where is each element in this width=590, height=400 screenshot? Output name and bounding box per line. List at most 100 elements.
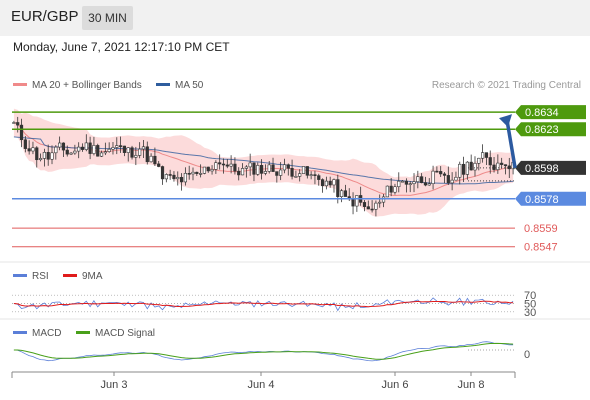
rsi-level-label: 30 [524,307,536,319]
legend-macd: MACD [13,328,61,339]
candle [233,157,237,175]
candle [309,171,313,180]
level-label: 0.8598 [525,163,559,175]
candle [58,136,62,151]
legend-bollinger: MA 20 + Bollinger Bands [13,80,142,91]
level-current: 0.8598 [468,160,586,182]
timeframe-badge[interactable]: 30 MIN [82,6,133,30]
candle [286,163,290,176]
candle [210,165,214,175]
level-resistance: 0.8623 [12,122,586,137]
candle [130,145,134,160]
candle [65,145,69,157]
rsi-level-label: 70 [524,290,536,302]
candle [492,156,496,173]
candle [328,176,332,188]
candle [73,144,77,155]
candle [157,160,161,168]
candle [225,159,229,169]
level-tag [515,160,586,175]
candle [412,173,416,193]
x-tick-label: Jun 6 [382,379,409,391]
x-tick-label: Jun 8 [458,379,485,391]
candle [164,173,168,183]
candle [195,171,199,176]
candle [248,153,252,176]
candle [282,158,287,174]
candle [191,167,195,181]
candle [313,170,317,185]
level-label: 0.8578 [525,194,559,206]
macd-panel: 0 [13,341,530,362]
candle [240,163,245,176]
candle [153,147,157,166]
candle [416,170,420,189]
legend-label-bollinger: MA 20 + Bollinger Bands [32,80,142,91]
candle [305,166,309,179]
candle [42,148,46,167]
candle [183,167,187,186]
candle [473,156,477,177]
candle [454,171,458,181]
candle [107,142,111,153]
candle [484,152,489,166]
candle [488,150,492,174]
candle [294,170,298,178]
candle [435,166,439,173]
level-tag [515,191,586,206]
candle [275,171,279,183]
level-resistance: 0.8634 [12,105,586,120]
candle [77,142,81,159]
candle [54,145,58,160]
candle [324,176,328,190]
candle [134,146,138,166]
level-tag [515,122,586,137]
candle [355,195,359,212]
candle [46,144,50,166]
candle [263,164,268,176]
candle [27,140,31,155]
candle [31,141,35,155]
candle [115,137,119,155]
candle [500,157,504,169]
candle [69,151,73,155]
legend-swatch-bollinger [13,82,27,86]
candle [420,173,424,184]
candle [80,143,85,152]
candle [244,165,248,178]
rsi-level-label: 50 [524,299,536,311]
candle [103,142,107,156]
candle [38,153,43,162]
level-support2: 0.8547 [12,242,558,254]
candle [507,157,511,179]
legend-label-ma50: MA 50 [175,80,204,91]
legend-swatch-macd [13,330,27,334]
candle [126,147,130,162]
candle [99,150,104,158]
candle [206,166,210,173]
candle [431,165,435,190]
legend-label-rsi-ma: 9MA [82,271,103,282]
candle [446,166,450,186]
x-tick-label: Jun 3 [101,379,128,391]
candle [366,200,370,210]
candle [96,143,100,157]
candle [267,160,271,174]
candle [259,159,264,180]
legend-rsi-ma: 9MA [63,271,103,282]
level-support2: 0.8559 [12,223,558,235]
level-tag [515,105,586,120]
legend-swatch-ma50 [156,82,170,86]
candle [252,162,256,182]
candle [35,146,39,168]
candle [202,166,207,175]
legend-swatch-rsi [13,273,27,277]
level-label: 0.8559 [524,223,558,235]
candle [111,142,115,155]
candle [141,139,146,158]
candle [168,169,172,180]
candle [400,179,405,183]
candle [221,158,226,174]
